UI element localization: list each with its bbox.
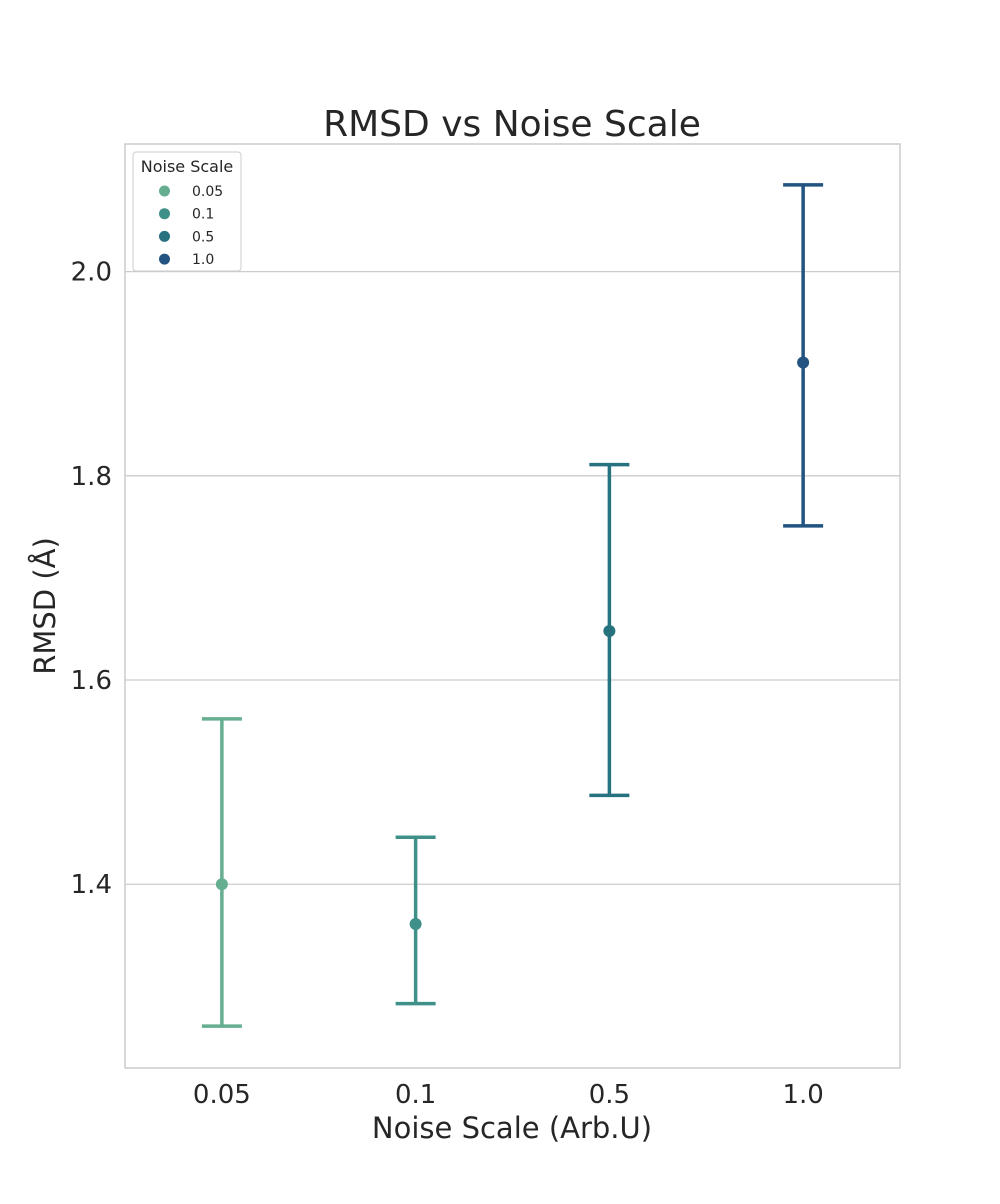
legend-marker: [159, 208, 170, 220]
legend-entries: 0.05 0.1 0.5 1.0: [159, 184, 223, 268]
legend: Noise Scale 0.05 0.1 0.5 1.0: [132, 151, 242, 272]
legend-label: 1.0: [192, 252, 214, 268]
y-tick-labels: 1.4 1.6 1.8 2.0: [71, 258, 112, 901]
legend-title: Noise Scale: [141, 157, 234, 176]
y-tick-label: 1.8: [71, 462, 112, 492]
legend-label: 0.1: [192, 207, 214, 223]
x-tick-label: 0.1: [395, 1080, 436, 1110]
y-tick-label: 2.0: [71, 258, 112, 288]
data-marks: [201, 183, 824, 1028]
plot-frame: [124, 143, 901, 1069]
x-axis-label: Noise Scale (Arb.U): [372, 1111, 652, 1145]
y-tick-label: 1.6: [71, 666, 112, 696]
legend-label: 0.5: [192, 229, 214, 245]
legend-item: 0.5: [159, 229, 214, 245]
legend-marker: [159, 185, 170, 197]
legend-item: 0.05: [159, 184, 223, 200]
series-0.1: [395, 835, 436, 1006]
data-point: [797, 356, 810, 369]
data-point: [409, 918, 422, 931]
gridlines: [125, 270, 900, 885]
data-point: [215, 878, 228, 891]
x-tick-labels: 0.05 0.1 0.5 1.0: [193, 1080, 824, 1110]
x-tick-label: 0.05: [193, 1080, 251, 1110]
data-point: [603, 625, 616, 638]
chart-title: RMSD vs Noise Scale: [323, 104, 701, 145]
legend-item: 1.0: [159, 252, 214, 268]
series-0.5: [589, 462, 630, 798]
series-0.05: [201, 717, 242, 1028]
legend-marker: [159, 253, 170, 265]
legend-label: 0.05: [192, 184, 223, 200]
y-tick-label: 1.4: [71, 870, 112, 900]
series-1.0: [783, 183, 824, 528]
legend-marker: [159, 230, 170, 242]
legend-item: 0.1: [159, 207, 214, 223]
legend-box: [132, 151, 242, 272]
x-tick-label: 1.0: [782, 1080, 823, 1110]
y-axis-label: RMSD (Å): [28, 537, 62, 675]
x-tick-label: 0.5: [589, 1080, 630, 1110]
